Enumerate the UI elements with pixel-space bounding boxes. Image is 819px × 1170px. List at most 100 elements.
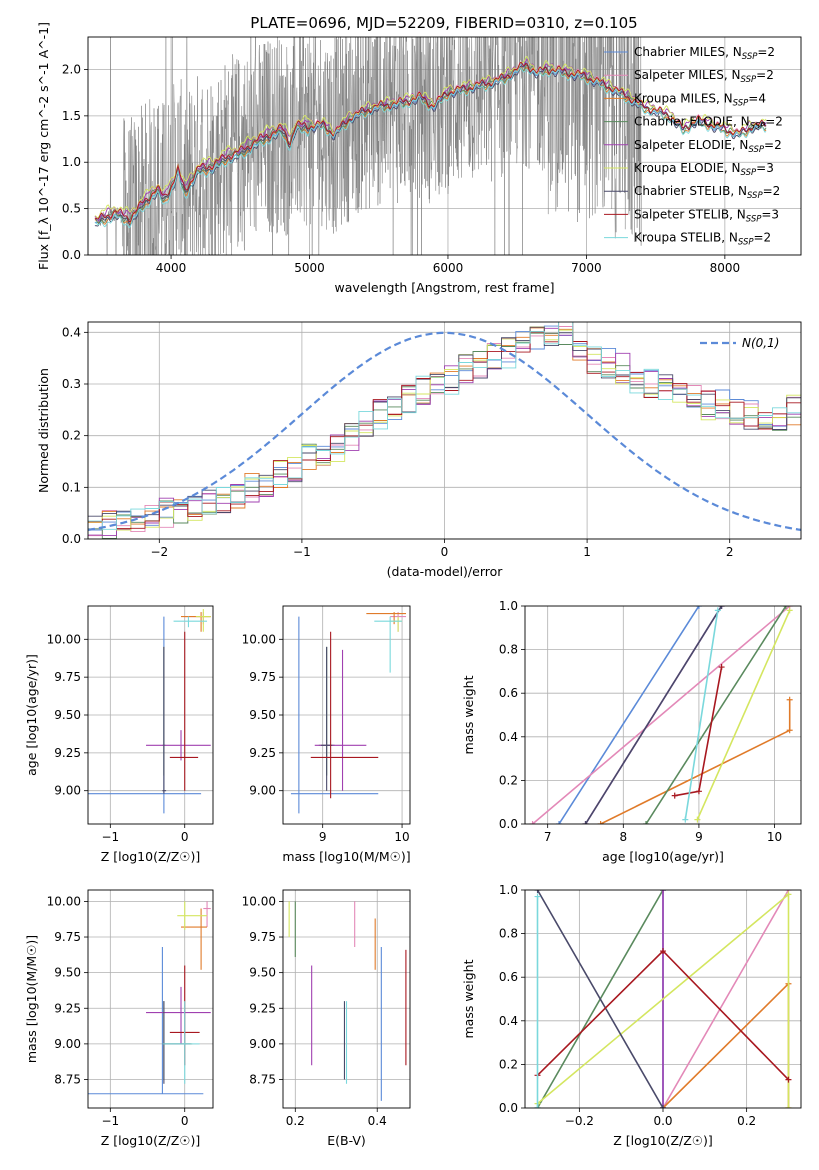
histogram-legend: N(0,1) — [700, 336, 779, 350]
y-tick-label: 0.2 — [499, 1057, 518, 1071]
axes-frame — [87, 605, 214, 825]
y-tick-label: 0.4 — [499, 730, 518, 744]
y-tick-label: 8.75 — [249, 1073, 276, 1087]
y-tick-label: 9.75 — [249, 930, 276, 944]
y-tick-label: 10.00 — [242, 632, 276, 646]
x-tick-label: 2 — [726, 545, 734, 559]
x-tick-label: −1 — [101, 830, 119, 844]
y-tick-label: 9.75 — [54, 930, 81, 944]
x-tick-label: 6000 — [433, 261, 464, 275]
y-axis-label: mass weight — [461, 959, 476, 1038]
mass-weight-marker — [660, 1105, 666, 1108]
spectrum-plot-area — [88, 37, 801, 255]
x-axis-label: (data-model)/error — [387, 564, 504, 579]
figure-title: PLATE=0696, MJD=52209, FIBERID=0310, z=0… — [250, 14, 637, 32]
mass-weight-marker — [718, 606, 725, 609]
x-tick-label: −2 — [150, 545, 168, 559]
mass-weight-marker — [694, 816, 701, 823]
mass-weight-marker — [714, 607, 721, 614]
legend-entry-label: N(0,1) — [742, 336, 779, 350]
x-axis-label: Z [log10(Z/Z☉)] — [613, 1133, 713, 1148]
x-tick-label: 7 — [544, 830, 552, 844]
mass-weight-line — [662, 890, 790, 1108]
y-tick-label: 9.50 — [54, 708, 81, 722]
errorbar-point — [162, 646, 167, 794]
mass-weight-line — [645, 606, 787, 824]
y-tick-label: 0.4 — [62, 325, 81, 339]
mass-weight-line — [584, 606, 723, 824]
mass-weight-line — [536, 890, 664, 1108]
y-tick-label: 0.0 — [62, 532, 81, 546]
mass-vs-Z-plot-area — [88, 890, 213, 1108]
x-axis-label: wavelength [Angstrom, rest frame] — [334, 280, 554, 295]
errorbar-point — [203, 901, 211, 928]
axes-frame — [524, 889, 802, 1109]
x-tick-label: −0.2 — [565, 1114, 594, 1128]
age-vs-Z-panel: −1 0 9.00 9.25 9.50 9.75 10.00 Z [log10(Z/Z☉)] a… — [24, 605, 214, 864]
mass-weight-marker — [671, 792, 678, 799]
legend-entry-label: Salpeter MILES, NSSP=2 — [634, 68, 774, 85]
y-tick-label: 8.75 — [54, 1073, 81, 1087]
axes-frame — [87, 36, 802, 256]
x-axis-label: age [log10(age/yr)] — [602, 849, 724, 864]
y-tick-label: 1.0 — [499, 883, 518, 897]
y-tick-label: 9.00 — [249, 784, 276, 798]
y-tick-label: 0.0 — [499, 817, 518, 831]
mass-weight-marker — [556, 821, 563, 824]
model-spectrum-line — [94, 63, 767, 227]
y-tick-label: 9.75 — [249, 670, 276, 684]
mass-weight-marker — [786, 696, 793, 703]
y-tick-label: 9.25 — [54, 746, 81, 760]
y-tick-label: 0.2 — [499, 773, 518, 787]
x-tick-label: 5000 — [294, 261, 325, 275]
legend-entry-label: Kroupa STELIB, NSSP=2 — [634, 231, 771, 248]
errorbar-point — [169, 631, 199, 791]
y-tick-label: 0.1 — [62, 480, 81, 494]
y-axis-label: Flux [f_λ 10^-17 erg cm^-2 s^-1 A^-1] — [36, 22, 51, 270]
mass-vs-EBV-panel: 0.2 0.4 8.75 9.00 9.25 9.50 9.75 10.00 E(B-V) — [242, 889, 411, 1148]
mass-weight-marker — [660, 948, 666, 955]
spectrum-legend: Chabrier MILES, NSSP=2 Salpeter MILES, NS… — [604, 45, 783, 248]
y-axis-label: Normed distribution — [36, 368, 51, 493]
normal-distribution-curve — [88, 331, 801, 531]
residual-histogram-plot-area — [88, 322, 801, 539]
age-vs-mass-plot-area — [283, 606, 410, 824]
y-tick-label: 0.6 — [499, 970, 518, 984]
mass-weight-marker — [782, 606, 789, 609]
errorbar-point — [88, 946, 204, 1095]
x-tick-label: 1 — [583, 545, 591, 559]
y-tick-label: 0.6 — [499, 686, 518, 700]
y-tick-label: 0.8 — [499, 927, 518, 941]
y-tick-label: 9.50 — [54, 966, 81, 980]
errorbar-point — [162, 1001, 200, 1084]
mass-weight-marker — [642, 821, 649, 824]
mass-weight-marker — [785, 1076, 792, 1083]
histogram-step-line — [88, 326, 801, 517]
mass-weight-line — [684, 610, 719, 820]
y-axis-label: mass weight — [461, 675, 476, 754]
model-spectrum-line — [94, 67, 767, 229]
errorbar-point — [177, 901, 208, 930]
y-tick-label: 9.00 — [54, 1037, 81, 1051]
y-tick-label: 0.2 — [62, 429, 81, 443]
x-tick-label: 8 — [619, 830, 627, 844]
errorbar-point — [310, 631, 379, 799]
errorbar-point — [146, 986, 211, 1044]
mass-weight-marker — [786, 607, 793, 614]
legend-entry-label: Kroupa MILES, NSSP=4 — [634, 91, 766, 108]
x-tick-label: 0 — [181, 830, 189, 844]
x-tick-label: 4000 — [156, 261, 187, 275]
x-tick-label: −1 — [101, 1114, 119, 1128]
mass-weight-marker — [597, 821, 604, 824]
errorbar-point — [181, 908, 208, 970]
mass-weight-marker — [786, 727, 793, 734]
axes-frame — [87, 889, 214, 1109]
y-tick-label: 0.4 — [499, 1014, 518, 1028]
observed-spectrum-line — [97, 37, 642, 255]
histogram-step-line — [88, 322, 801, 530]
y-tick-label: 9.50 — [249, 966, 276, 980]
y-tick-label: 9.75 — [54, 670, 81, 684]
errorbar-point — [195, 609, 211, 632]
errorbar-point — [366, 612, 407, 625]
